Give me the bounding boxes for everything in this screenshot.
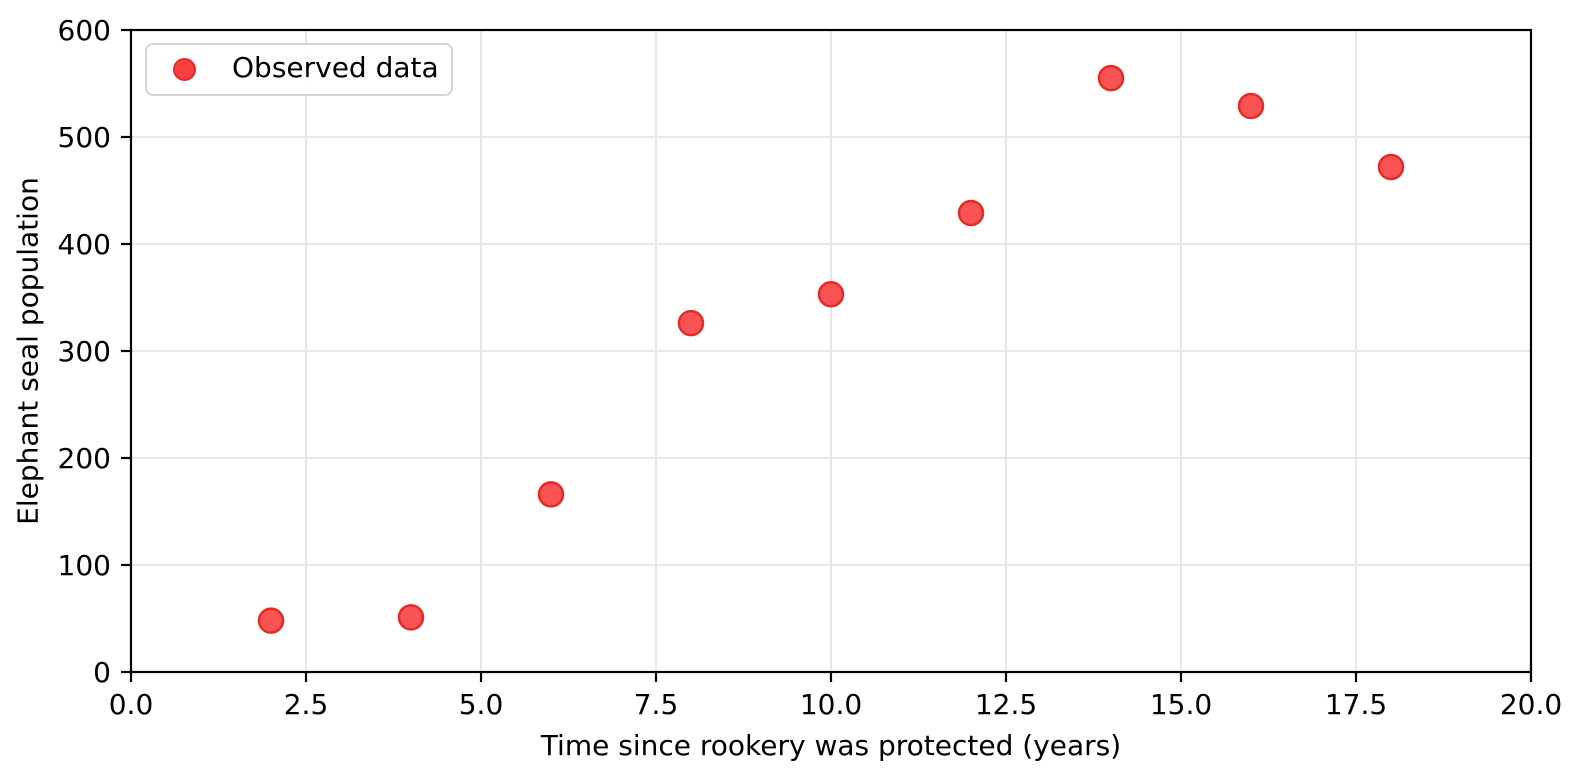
data-point [1237, 92, 1265, 120]
legend-marker-icon [173, 58, 196, 81]
x-tick-label: 20.0 [1500, 688, 1562, 721]
y-tick-label: 100 [58, 549, 111, 582]
x-tick-label: 0.0 [109, 688, 154, 721]
data-point [957, 199, 985, 227]
y-tick-label: 300 [58, 335, 111, 368]
data-point [257, 607, 285, 634]
data-point [1097, 64, 1125, 92]
x-axis-label: Time since rookery was protected (years) [540, 729, 1122, 762]
y-tick-label: 400 [58, 228, 111, 261]
legend: Observed data [145, 43, 453, 96]
data-point [1377, 153, 1405, 181]
data-point [817, 281, 845, 308]
x-tick-label: 15.0 [1150, 688, 1212, 721]
data-point [537, 481, 565, 508]
y-tick-label: 600 [58, 14, 111, 47]
y-tick-label: 500 [58, 121, 111, 154]
legend-label: Observed data [232, 51, 439, 84]
y-axis-label: Elephant seal population [11, 177, 45, 525]
y-tick-label: 200 [58, 442, 111, 475]
data-point [677, 309, 705, 337]
y-tick-label: 0 [93, 656, 111, 689]
x-tick-label: 10.0 [800, 688, 862, 721]
x-tick-label: 17.5 [1325, 688, 1387, 721]
x-tick-label: 2.5 [284, 688, 329, 721]
x-tick-label: 12.5 [975, 688, 1037, 721]
data-point [397, 604, 425, 631]
x-tick-label: 7.5 [634, 688, 679, 721]
x-tick-label: 5.0 [459, 688, 504, 721]
